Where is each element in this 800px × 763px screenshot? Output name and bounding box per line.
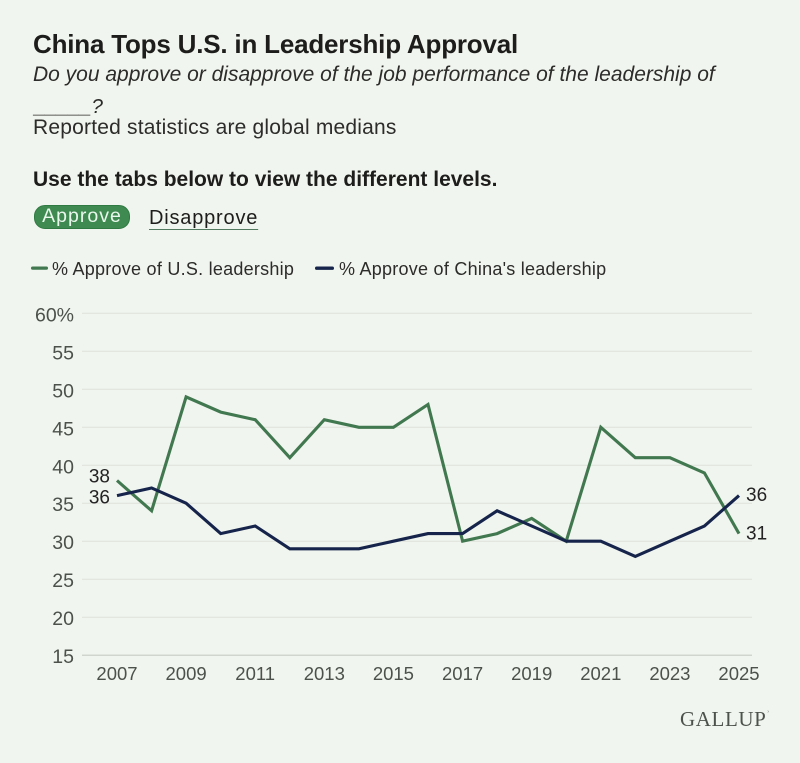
svg-text:2025: 2025 — [718, 663, 759, 684]
svg-text:2019: 2019 — [511, 663, 552, 684]
svg-text:55: 55 — [52, 342, 74, 364]
svg-text:35: 35 — [52, 494, 74, 516]
svg-text:2021: 2021 — [580, 663, 621, 684]
svg-text:2011: 2011 — [235, 663, 275, 684]
svg-text:2007: 2007 — [96, 663, 137, 684]
svg-text:30: 30 — [52, 532, 74, 554]
svg-text:50: 50 — [52, 380, 74, 402]
svg-text:25: 25 — [52, 570, 74, 592]
svg-text:45: 45 — [52, 418, 74, 440]
svg-text:36: 36 — [746, 485, 767, 506]
svg-text:20: 20 — [52, 608, 74, 630]
svg-text:2015: 2015 — [373, 663, 414, 684]
svg-text:15: 15 — [52, 646, 74, 668]
svg-text:38: 38 — [89, 467, 110, 488]
svg-text:2017: 2017 — [442, 663, 483, 684]
svg-text:2009: 2009 — [166, 663, 207, 684]
svg-text:36: 36 — [89, 488, 110, 509]
svg-text:31: 31 — [746, 524, 767, 545]
svg-text:40: 40 — [52, 456, 74, 478]
svg-text:2013: 2013 — [304, 663, 345, 684]
svg-text:60%: 60% — [35, 304, 74, 326]
svg-text:2023: 2023 — [649, 663, 690, 684]
